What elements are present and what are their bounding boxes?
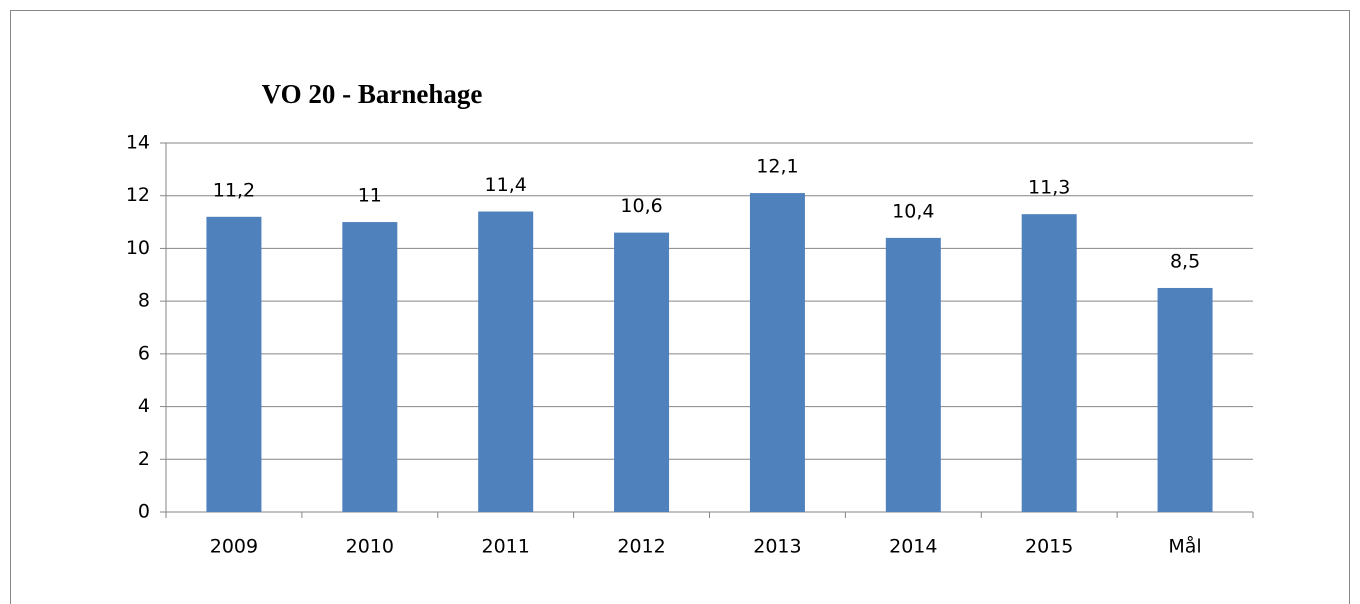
data-label: 10,4 bbox=[892, 200, 934, 222]
x-tick-label: 2013 bbox=[753, 536, 801, 558]
x-tick-label: 2015 bbox=[1025, 536, 1073, 558]
data-label: 11,4 bbox=[485, 174, 527, 196]
data-label: 11 bbox=[358, 185, 382, 207]
x-tick-label: 2009 bbox=[210, 536, 258, 558]
data-label: 11,3 bbox=[1028, 177, 1070, 199]
y-tick-label: 10 bbox=[126, 237, 150, 259]
data-label: 8,5 bbox=[1170, 250, 1200, 272]
x-tick-label: 2014 bbox=[889, 536, 937, 558]
y-tick-label: 14 bbox=[126, 132, 150, 154]
bar bbox=[614, 232, 670, 512]
y-tick-label: 12 bbox=[126, 184, 150, 206]
x-tick-label: 2010 bbox=[346, 536, 394, 558]
chart-frame bbox=[10, 10, 1350, 604]
data-label: 12,1 bbox=[756, 156, 798, 178]
x-tick-label: 2012 bbox=[617, 536, 665, 558]
bar bbox=[885, 237, 941, 512]
data-label: 10,6 bbox=[620, 195, 662, 217]
bar bbox=[206, 216, 262, 513]
bar bbox=[478, 211, 534, 512]
chart-title: VO 20 - Barnehage bbox=[262, 79, 483, 109]
bar bbox=[342, 222, 398, 513]
y-tick-label: 6 bbox=[138, 342, 150, 364]
y-tick-label: 2 bbox=[138, 448, 150, 470]
bar bbox=[1157, 287, 1213, 512]
y-tick-label: 0 bbox=[138, 501, 150, 523]
x-tick-label: Mål bbox=[1168, 535, 1201, 558]
bar bbox=[1021, 214, 1077, 512]
data-label: 11,2 bbox=[213, 179, 255, 201]
x-tick-label: 2011 bbox=[482, 536, 530, 558]
bar bbox=[749, 193, 805, 513]
y-tick-label: 4 bbox=[138, 395, 150, 417]
y-tick-label: 8 bbox=[138, 290, 150, 312]
